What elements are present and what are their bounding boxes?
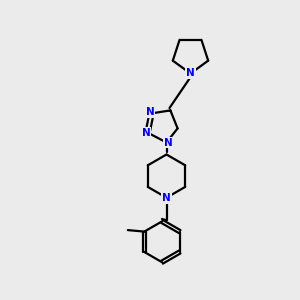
Text: N: N bbox=[186, 68, 195, 79]
Text: N: N bbox=[164, 137, 172, 148]
Text: N: N bbox=[162, 193, 171, 203]
Text: N: N bbox=[146, 107, 154, 117]
Text: N: N bbox=[142, 128, 151, 138]
